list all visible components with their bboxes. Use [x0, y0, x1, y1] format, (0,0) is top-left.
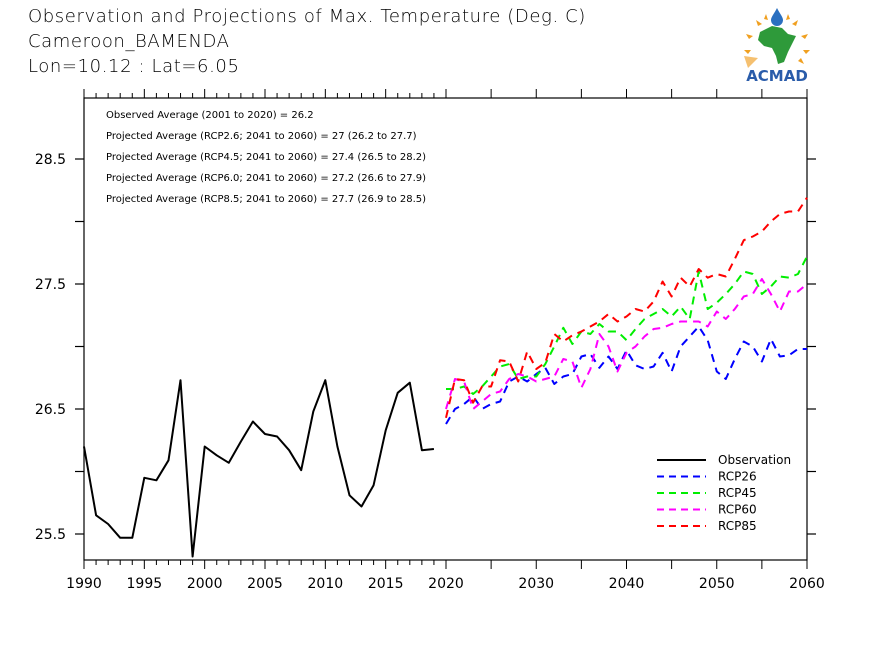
series-layer — [83, 197, 808, 558]
acmad-logo: ACMAD — [738, 6, 816, 85]
annotations: Observed Average (2001 to 2020) = 26.2 P… — [106, 110, 426, 205]
x-tick-label: 1995 — [127, 576, 163, 592]
series-line-rcp26 — [445, 325, 807, 425]
series-line-observation — [83, 379, 434, 558]
legend-label-rcp60: RCP60 — [718, 503, 757, 517]
axis-tick-labels: 25.5 26.5 27.5 28.5 1990 1995 2000 2005 2010 2015… — [35, 152, 825, 592]
legend-label-rcp26: RCP26 — [718, 470, 757, 484]
hatch-decoration — [744, 56, 758, 68]
series-line-rcp85 — [445, 197, 808, 419]
axis-ticks — [75, 89, 816, 569]
x-tick-label: 2005 — [247, 576, 283, 592]
x-tick-label: 2050 — [699, 576, 735, 592]
acmad-africa-logo-icon: ACMAD — [744, 8, 810, 85]
x-tick-label: 2010 — [308, 576, 344, 592]
legend-label-rcp45: RCP45 — [718, 486, 757, 500]
annotation-rcp45-average: Projected Average (RCP4.5; 2041 to 2060)… — [106, 152, 426, 163]
annotation-observed-average: Observed Average (2001 to 2020) = 26.2 — [106, 110, 314, 121]
series-line-rcp45 — [446, 256, 808, 395]
y-tick-label: 26.5 — [35, 402, 66, 418]
legend: Observation RCP26 RCP45 RCP60 RCP85 — [657, 453, 791, 533]
africa-map-icon — [758, 26, 796, 64]
plot-frame — [83, 97, 808, 561]
series-line-rcp60 — [445, 278, 808, 410]
acmad-logo-text: ACMAD — [746, 67, 808, 84]
x-tick-label: 2030 — [518, 576, 554, 592]
chart-title: Observation and Projections of Max. Temp… — [28, 6, 586, 27]
legend-label-observation: Observation — [718, 453, 791, 467]
x-tick-label: 1990 — [66, 576, 102, 592]
x-tick-label: 2000 — [187, 576, 223, 592]
x-tick-label: 2015 — [368, 576, 404, 592]
y-tick-label: 27.5 — [35, 277, 66, 293]
legend-label-rcp85: RCP85 — [718, 519, 757, 533]
x-tick-label: 2040 — [609, 576, 645, 592]
y-tick-label: 25.5 — [35, 527, 66, 543]
x-tick-label: 2020 — [428, 576, 464, 592]
annotation-rcp26-average: Projected Average (RCP2.6; 2041 to 2060)… — [106, 131, 417, 142]
water-drop-icon — [771, 8, 783, 26]
station-name: Cameroon_BAMENDA — [28, 31, 230, 52]
x-tick-label: 2060 — [789, 576, 825, 592]
sun-rays-icon — [744, 14, 810, 64]
y-tick-label: 28.5 — [35, 152, 66, 168]
station-coordinates: Lon=10.12 : Lat=6.05 — [28, 56, 240, 77]
annotation-rcp60-average: Projected Average (RCP6.0; 2041 to 2060)… — [106, 173, 426, 184]
annotation-rcp85-average: Projected Average (RCP8.5; 2041 to 2060)… — [106, 194, 426, 205]
